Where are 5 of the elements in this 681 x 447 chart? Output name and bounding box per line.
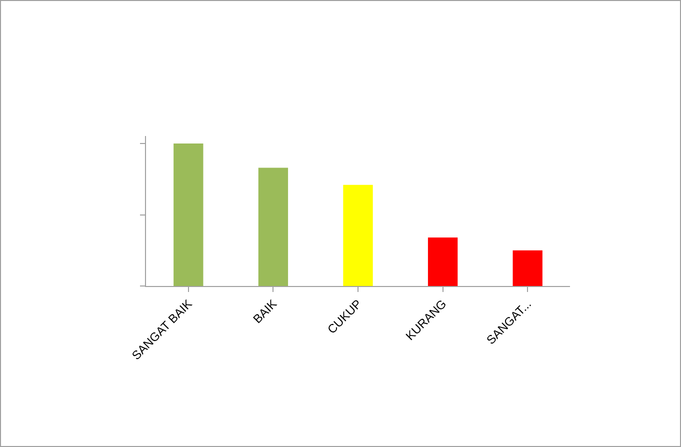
bar bbox=[512, 250, 542, 286]
bar bbox=[343, 184, 373, 286]
bar bbox=[174, 144, 204, 286]
bar bbox=[428, 238, 458, 286]
bar bbox=[258, 168, 288, 286]
